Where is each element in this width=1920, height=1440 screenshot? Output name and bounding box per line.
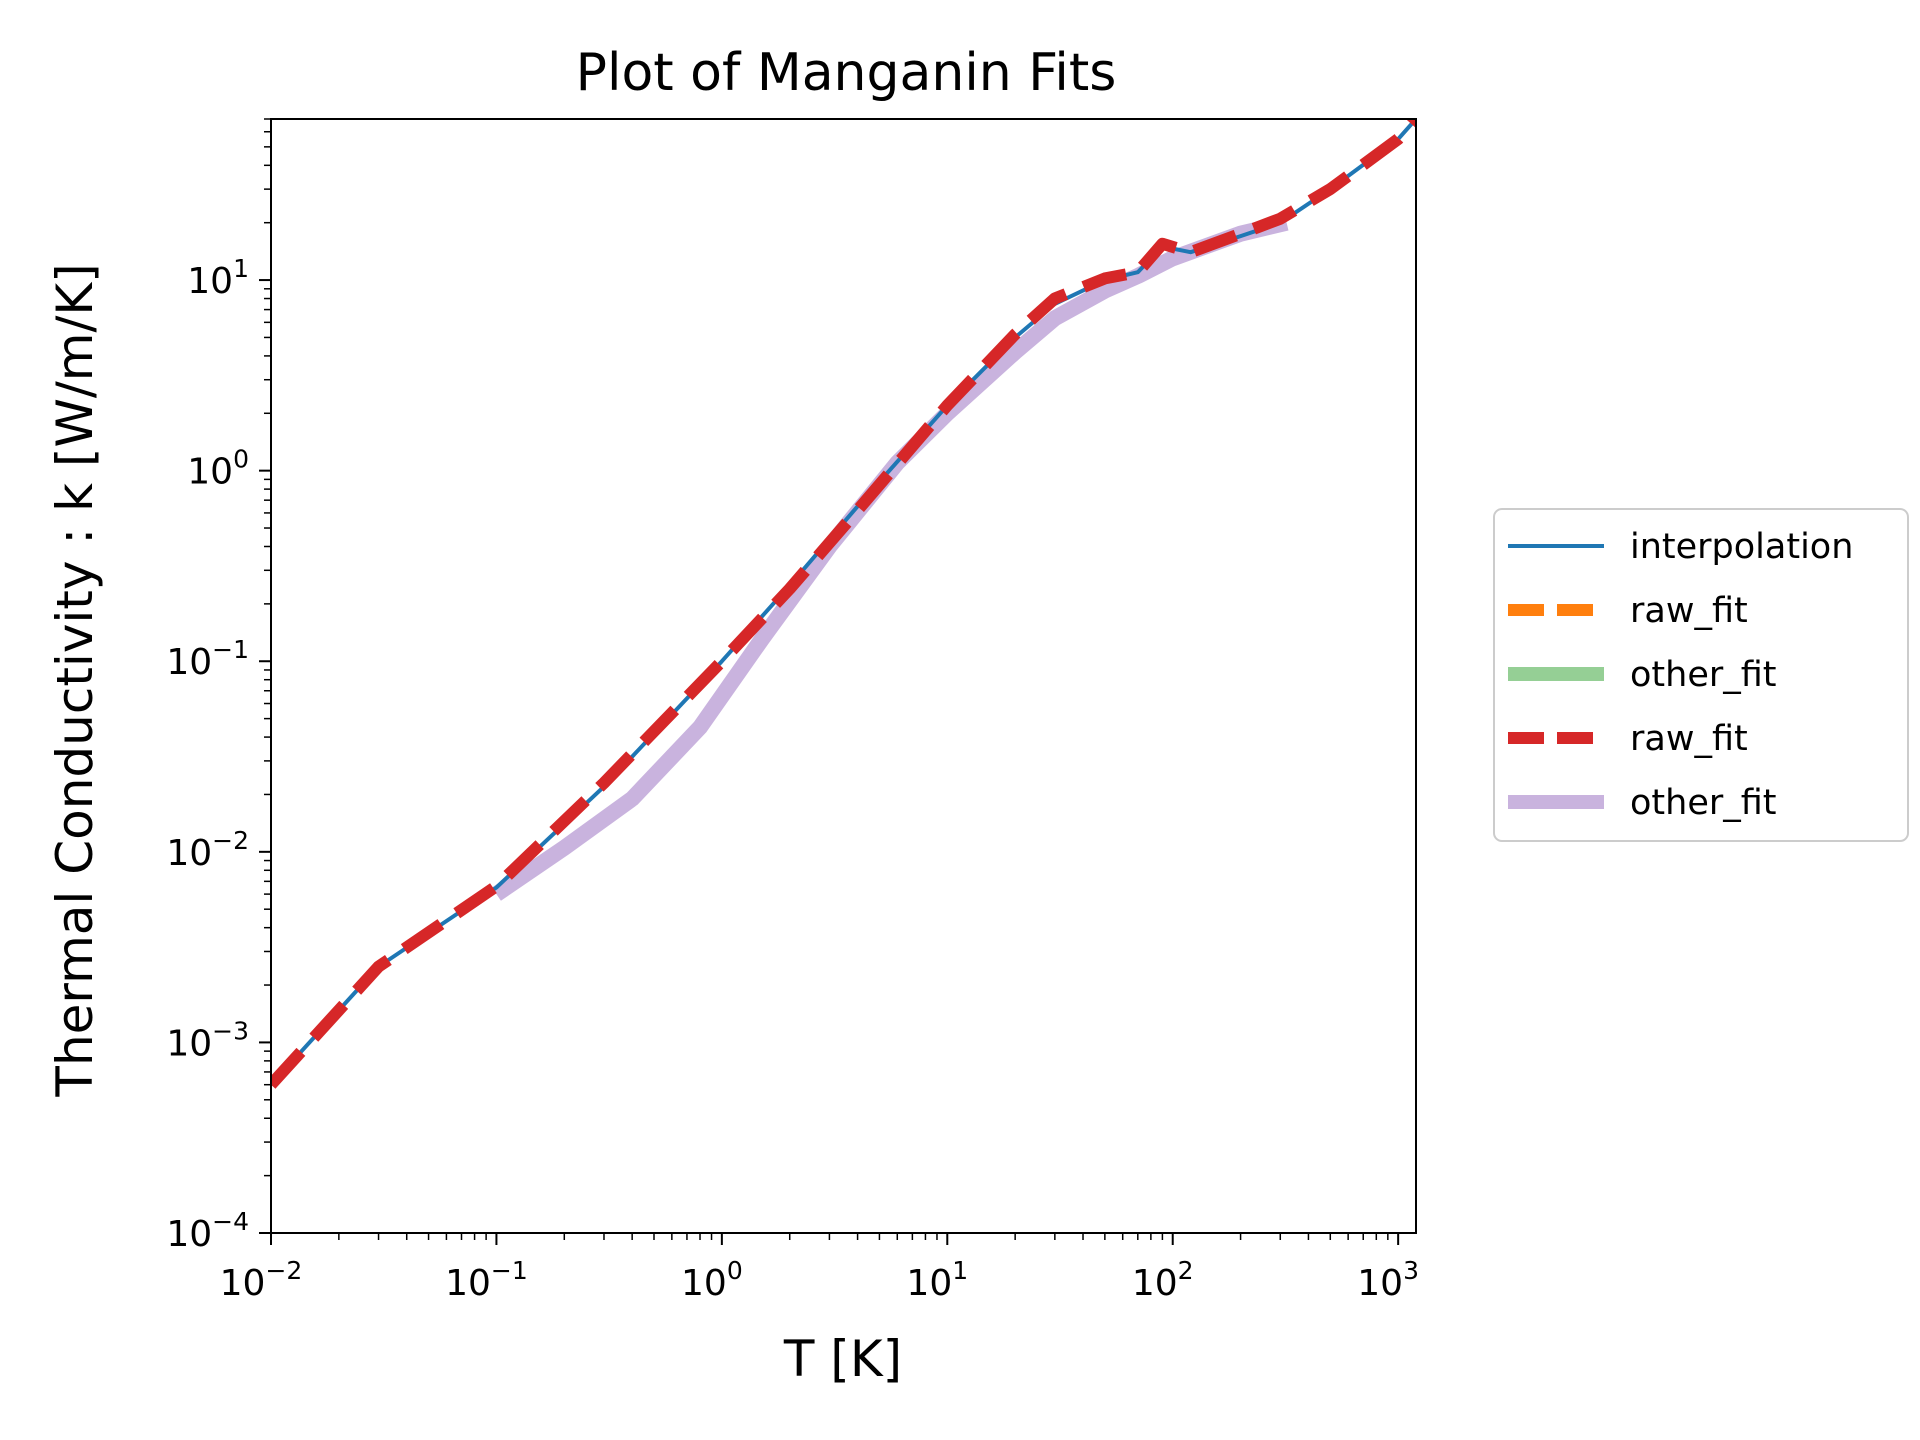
x-tick-label: 10−1 <box>445 1256 528 1304</box>
y-tick-label: 10−1 <box>166 635 249 683</box>
y-tick-exp: −1 <box>212 635 249 664</box>
legend-label: other_fit <box>1630 783 1777 823</box>
x-tick-base: 10 <box>906 1263 952 1304</box>
x-tick-base: 10 <box>1357 1263 1403 1304</box>
legend-label: interpolation <box>1630 527 1853 567</box>
y-tick-exp: 1 <box>233 254 249 283</box>
x-axis-label: T [K] <box>783 1330 902 1388</box>
x-tick-base: 10 <box>681 1263 727 1304</box>
legend-label: other_fit <box>1630 655 1777 695</box>
y-tick-base: 10 <box>187 261 233 302</box>
y-tick-label: 100 <box>187 445 249 493</box>
axes-layer: 10−2 10−1 100 101 102 10310−410−310−210−11001… <box>166 118 1419 1304</box>
x-tick-label: 10−2 <box>220 1256 303 1304</box>
y-tick-label: 10−3 <box>166 1016 249 1064</box>
x-tick-exp: −2 <box>265 1256 302 1285</box>
series-line-raw_fit-3 <box>271 119 1416 1089</box>
y-tick-exp: −3 <box>212 1016 249 1045</box>
x-tick-exp: 0 <box>727 1256 743 1285</box>
legend-label: raw_fit <box>1630 719 1748 759</box>
x-tick-exp: 2 <box>1178 1256 1194 1285</box>
legend-label: raw_fit <box>1630 591 1748 631</box>
y-tick-base: 10 <box>166 833 212 874</box>
x-tick-base: 10 <box>445 1263 491 1304</box>
y-axis-label: Thermal Conductivity : k [W/m/K] <box>46 263 104 1097</box>
y-tick-label: 10−4 <box>166 1207 249 1255</box>
series-line-other_fit-4 <box>491 214 1289 901</box>
x-tick-base: 10 <box>220 1263 266 1304</box>
x-tick-label: 101 <box>906 1256 968 1304</box>
x-tick-label: 103 <box>1357 1256 1419 1304</box>
x-tick-base: 10 <box>1132 1263 1178 1304</box>
x-tick-exp: −1 <box>491 1256 528 1285</box>
y-tick-label: 10−2 <box>166 826 249 874</box>
chart-title: Plot of Manganin Fits <box>576 43 1117 103</box>
x-tick-exp: 1 <box>952 1256 968 1285</box>
x-tick-exp: 3 <box>1403 1256 1419 1285</box>
y-tick-base: 10 <box>166 642 212 683</box>
x-tick-label: 102 <box>1132 1256 1194 1304</box>
legend-frame <box>1493 508 1909 842</box>
y-tick-exp: −4 <box>212 1207 249 1236</box>
series-layer <box>271 119 1416 1089</box>
legend-items: interpolationraw_fitother_fitraw_fitothe… <box>1508 527 1853 823</box>
y-tick-exp: 0 <box>233 445 249 474</box>
legend: interpolationraw_fitother_fitraw_fitothe… <box>1493 508 1909 842</box>
y-tick-base: 10 <box>187 452 233 493</box>
x-tick-label: 100 <box>681 1256 743 1304</box>
y-tick-exp: −2 <box>212 826 249 855</box>
plot-frame <box>270 118 1417 1234</box>
y-tick-label: 101 <box>187 254 249 302</box>
y-tick-base: 10 <box>166 1023 212 1064</box>
series-line-interpolation-0 <box>271 119 1416 1087</box>
y-tick-base: 10 <box>166 1214 212 1255</box>
